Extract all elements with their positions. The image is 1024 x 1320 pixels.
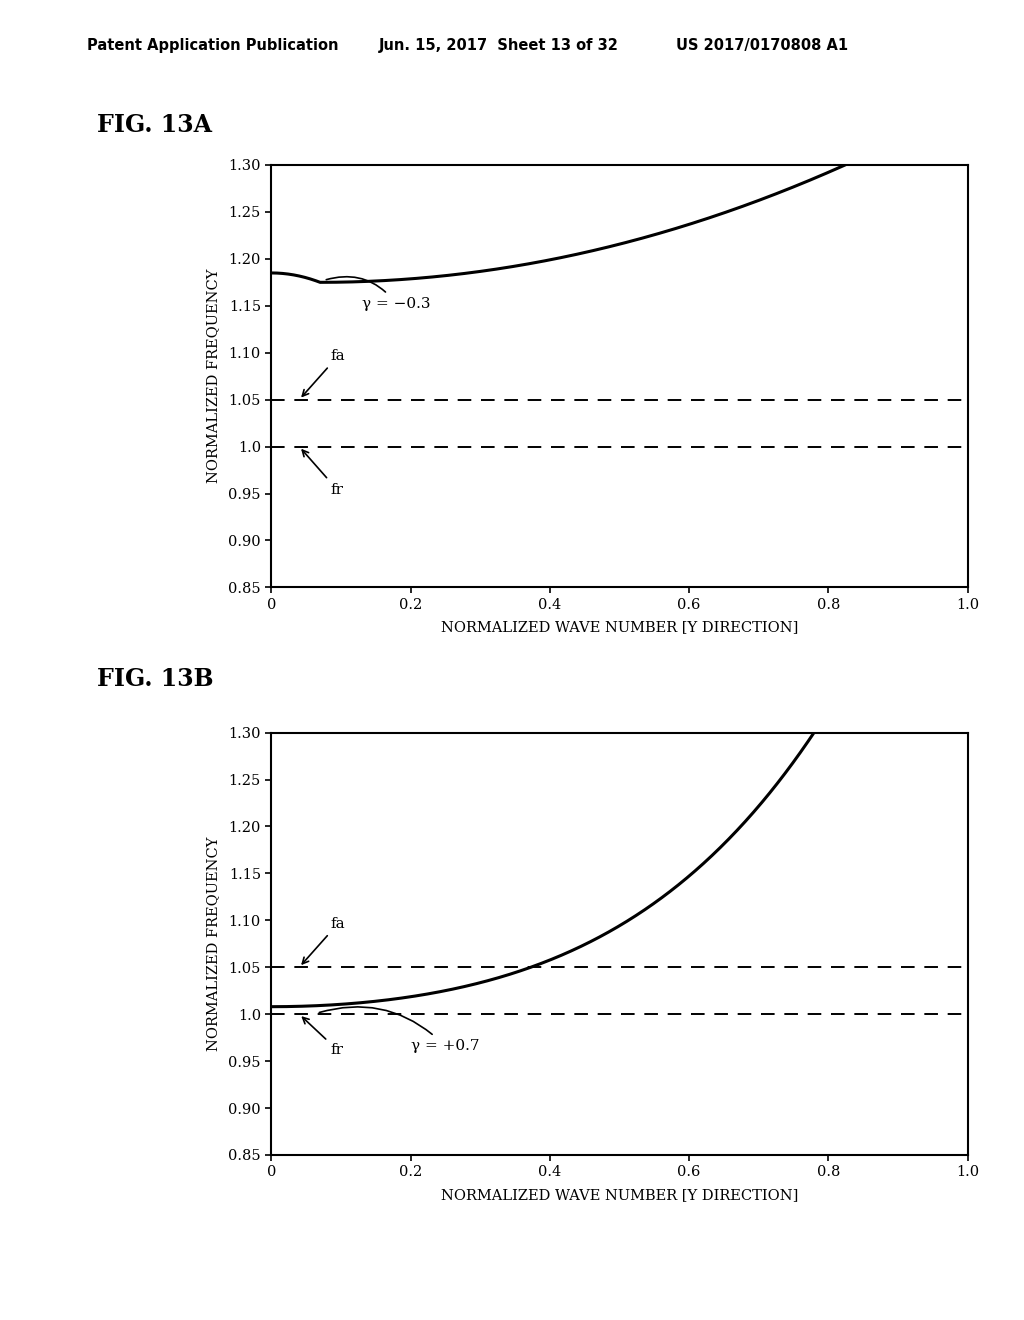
Text: Jun. 15, 2017  Sheet 13 of 32: Jun. 15, 2017 Sheet 13 of 32 — [379, 38, 618, 53]
X-axis label: NORMALIZED WAVE NUMBER [Y DIRECTION]: NORMALIZED WAVE NUMBER [Y DIRECTION] — [441, 1188, 798, 1201]
Y-axis label: NORMALIZED FREQUENCY: NORMALIZED FREQUENCY — [206, 269, 220, 483]
Text: fa: fa — [302, 350, 345, 396]
Text: fr: fr — [302, 450, 343, 496]
Text: US 2017/0170808 A1: US 2017/0170808 A1 — [676, 38, 848, 53]
Text: fr: fr — [303, 1018, 343, 1056]
Text: FIG. 13A: FIG. 13A — [97, 114, 212, 137]
Text: fa: fa — [302, 917, 345, 964]
Text: Patent Application Publication: Patent Application Publication — [87, 38, 339, 53]
Y-axis label: NORMALIZED FREQUENCY: NORMALIZED FREQUENCY — [206, 837, 220, 1051]
X-axis label: NORMALIZED WAVE NUMBER [Y DIRECTION]: NORMALIZED WAVE NUMBER [Y DIRECTION] — [441, 620, 798, 634]
Text: γ = −0.3: γ = −0.3 — [327, 277, 430, 310]
Text: γ = +0.7: γ = +0.7 — [319, 1007, 479, 1053]
Text: FIG. 13B: FIG. 13B — [97, 668, 214, 692]
